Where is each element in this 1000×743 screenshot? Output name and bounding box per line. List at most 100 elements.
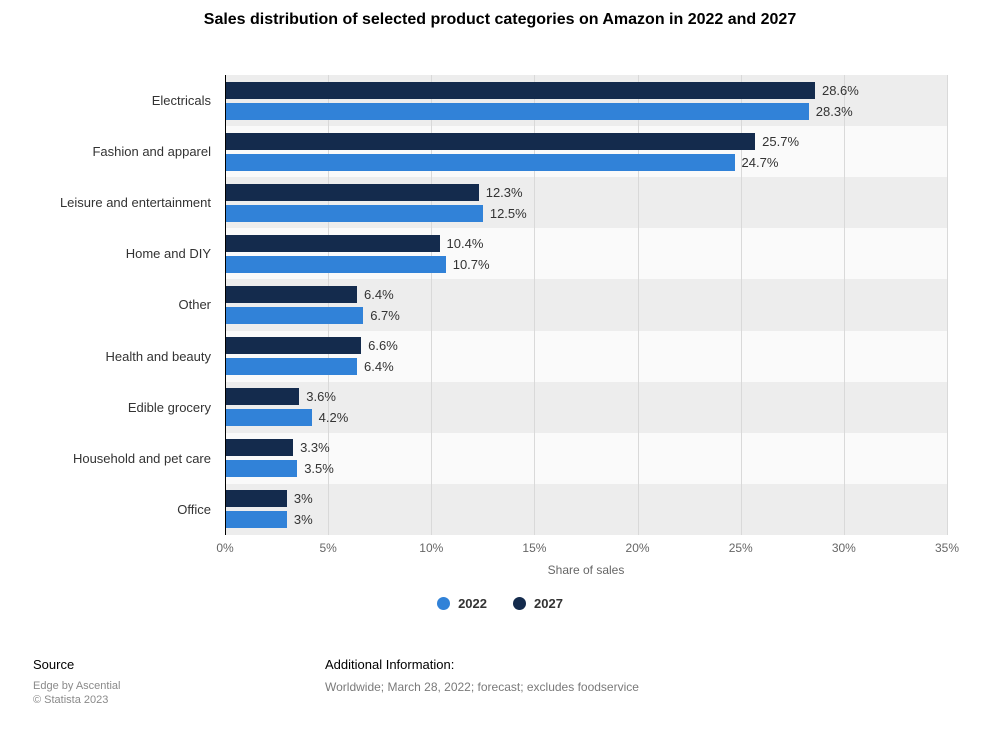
bar-2027: [225, 132, 756, 150]
legend: 2022 2027: [0, 596, 1000, 611]
category-label: Other: [178, 297, 211, 313]
bar-line: 10.7%: [225, 255, 947, 273]
bar-group: 12.3% 12.5%: [225, 177, 947, 228]
bar-group: 25.7% 24.7%: [225, 126, 947, 177]
bar-group: 28.6% 28.3%: [225, 75, 947, 126]
plot-area: 28.6% 28.3% 25.7% 24.7% 12.3% 12.5% 10.4% 10.7%…: [225, 75, 948, 535]
bar-line: 3.5%: [225, 460, 947, 478]
footer-source: Source Edge by Ascential © Statista 2023: [33, 657, 120, 707]
x-tick-label: 20%: [625, 541, 650, 555]
row-band: [225, 432, 947, 484]
x-tick-label: 5%: [319, 541, 337, 555]
value-label: 10.4%: [446, 235, 484, 251]
value-label: 6.6%: [368, 338, 398, 354]
category-label: Household and pet care: [72, 450, 211, 466]
x-tick-label: 25%: [728, 541, 753, 555]
bar-line: 3%: [225, 511, 947, 529]
legend-item: 2027: [513, 596, 563, 611]
copyright: © Statista 2023: [33, 694, 109, 706]
bar-line: 3%: [225, 490, 947, 508]
category-label: Electricals: [151, 93, 211, 109]
bar-line: 6.4%: [225, 285, 947, 303]
value-label: 24.7%: [741, 154, 779, 170]
value-label: 12.5%: [489, 205, 527, 221]
legend-dot: [513, 597, 526, 610]
x-tick-label: 10%: [419, 541, 444, 555]
x-tick-label: 0%: [216, 541, 234, 555]
bar-line: 12.3%: [225, 183, 947, 201]
value-label: 3.3%: [300, 440, 330, 456]
value-label: 28.3%: [815, 103, 853, 119]
additional-info-label: Additional Information:: [325, 657, 455, 672]
bar-line: 6.6%: [225, 337, 947, 355]
bar-line: 3.3%: [225, 439, 947, 457]
bar-2027: [225, 183, 479, 201]
bar-2022: [225, 102, 809, 120]
bar-2027: [225, 490, 287, 508]
bar-2027: [225, 337, 362, 355]
value-label: 28.6%: [821, 82, 859, 98]
source-label: Source: [33, 657, 75, 672]
bar-rows: 28.6% 28.3% 25.7% 24.7% 12.3% 12.5% 10.4% 10.7%…: [225, 75, 947, 535]
bar-2027: [225, 388, 300, 406]
value-label: 3%: [293, 512, 313, 528]
bar-group: 6.4% 6.7%: [225, 279, 947, 330]
bar-line: 28.3%: [225, 102, 947, 120]
additional-info-text: Worldwide; March 28, 2022; forecast; exc…: [325, 680, 639, 694]
bar-2022: [225, 409, 312, 427]
legend-dot: [437, 597, 451, 610]
value-label: 25.7%: [762, 133, 800, 149]
value-label: 6.4%: [364, 359, 394, 375]
legend-label: 2022: [458, 596, 487, 611]
gridline: [947, 75, 948, 535]
gridlines: [225, 75, 948, 535]
gridline: [534, 75, 536, 535]
value-label: 3.5%: [304, 461, 334, 477]
gridline: [843, 75, 845, 535]
chart: Electricals Fashion and apparel Leisure an…: [0, 75, 1000, 535]
chart-title: Sales distribution of selected product c…: [203, 11, 797, 28]
bar-2022: [225, 255, 446, 273]
category-label: Leisure and entertainment: [59, 195, 211, 211]
value-label: 3.6%: [306, 389, 336, 405]
bar-line: 25.7%: [225, 132, 947, 150]
bar-2022: [225, 460, 298, 478]
bar-group: 10.4% 10.7%: [225, 228, 947, 279]
value-label: 10.7%: [452, 256, 490, 272]
footer-additional-info: Additional Information: Worldwide; March…: [325, 657, 639, 694]
gridline: [637, 75, 639, 535]
legend-item: 2022: [437, 596, 487, 611]
bar-2027: [225, 81, 815, 99]
x-tick-label: 35%: [934, 541, 960, 555]
bar-2022: [225, 306, 364, 324]
x-tick-label: 15%: [522, 541, 547, 555]
y-axis-line: [225, 75, 226, 535]
category-axis: Electricals Fashion and apparel Leisure an…: [0, 75, 225, 535]
gridline: [328, 75, 330, 535]
chart-grid: Electricals Fashion and apparel Leisure an…: [0, 75, 1000, 535]
bar-2022: [225, 153, 735, 171]
bar-2027: [225, 285, 358, 303]
bar-line: 6.7%: [225, 306, 947, 324]
gridline: [431, 75, 433, 535]
source-name: Edge by Ascential: [33, 680, 121, 692]
bar-line: 6.4%: [225, 358, 947, 376]
category-label: Edible grocery: [127, 399, 211, 415]
bar-line: 24.7%: [225, 153, 947, 171]
bar-line: 10.4%: [225, 234, 947, 252]
bar-2022: [225, 358, 358, 376]
value-label: 6.4%: [364, 286, 394, 302]
bar-line: 12.5%: [225, 204, 947, 222]
row-band: [225, 381, 947, 433]
bar-group: 3.3% 3.5%: [225, 433, 947, 484]
bar-2022: [225, 511, 287, 529]
value-label: 3%: [293, 491, 313, 507]
bar-group: 3% 3%: [225, 484, 947, 535]
bar-line: 28.6%: [225, 81, 947, 99]
row-band: [225, 483, 947, 535]
bar-line: 3.6%: [225, 388, 947, 406]
value-label: 6.7%: [370, 307, 400, 323]
category-label: Home and DIY: [125, 246, 211, 262]
x-tick-label: 30%: [831, 541, 856, 555]
bar-line: 4.2%: [225, 409, 947, 427]
